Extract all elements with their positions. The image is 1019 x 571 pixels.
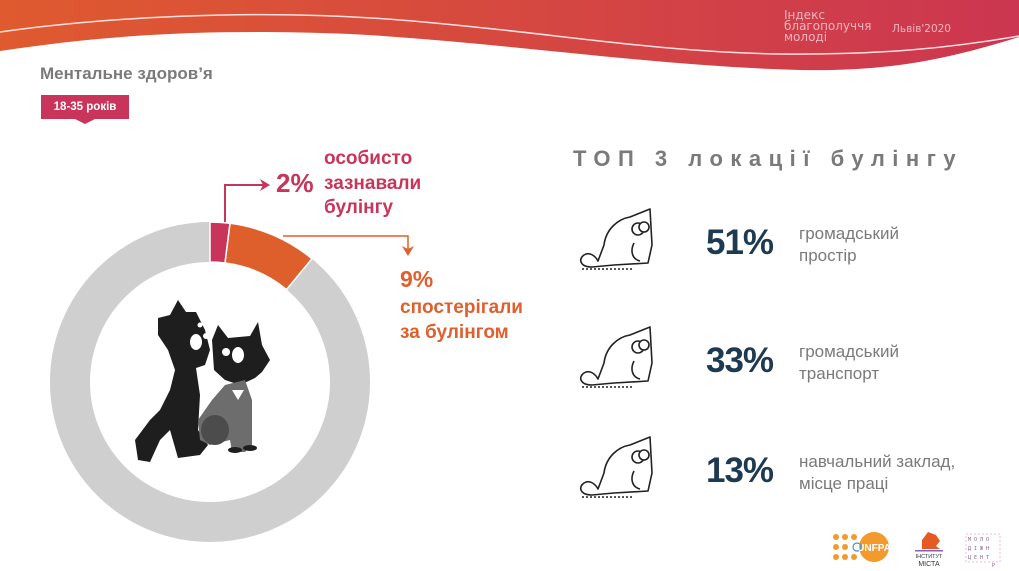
location-label-line-1: навчальний заклад,: [799, 452, 956, 471]
location-label: громадський транспорт: [799, 341, 899, 385]
location-pct: 51%: [706, 223, 774, 262]
two-black-cats-illustration: [135, 300, 270, 462]
cat-icon: [579, 208, 653, 270]
youth-center-logo: М О Л О Д І Ж Н Ц Е Н Т Р: [965, 533, 1001, 569]
location-label-line-1: громадський: [799, 224, 899, 243]
personal-bullying-label: особисто зазнавали булінгу: [324, 147, 421, 221]
brand-line-2: благополуччя: [784, 19, 872, 33]
personal-label-line-1: особисто: [324, 148, 413, 169]
svg-text:МІСТА: МІСТА: [918, 561, 940, 568]
svg-text:ІНСТИТУТ: ІНСТИТУТ: [916, 554, 943, 560]
cat-icon: [579, 326, 653, 388]
location-label-line-1: громадський: [799, 342, 899, 361]
personal-label-line-2: зазнавали: [324, 172, 422, 194]
location-label-line-2: місце праці: [799, 474, 889, 493]
brand-title: Індекс благополуччя молоді: [784, 8, 872, 44]
donut-observed-segment: [224, 222, 314, 291]
location-row: 51% громадський простір: [570, 205, 1010, 285]
svg-text:Р: Р: [992, 563, 995, 569]
institute-of-city-logo: ІНСТИТУТ МІСТА: [915, 532, 943, 568]
observed-label-line-1: спостерігали: [400, 297, 523, 318]
location-row: 13% навчальний заклад, місце праці: [570, 433, 1010, 513]
svg-text:UNFPA: UNFPA: [857, 543, 891, 554]
age-badge: 18-35 років: [41, 95, 129, 124]
donut-rest-segment: [50, 222, 370, 542]
personal-bullying-pct: 2%: [276, 168, 314, 198]
unfpa-logo: UNFPA: [833, 532, 891, 562]
location-pct: 33%: [706, 341, 774, 380]
observed-label-line-2: за булінгом: [400, 322, 509, 343]
location-pct: 13%: [706, 451, 774, 490]
location-label: громадський простір: [799, 223, 899, 267]
location-label-line-2: транспорт: [799, 364, 880, 383]
svg-text:Д І Ж Н: Д І Ж Н: [968, 546, 989, 552]
partner-logos: UNFPA ІНСТИТУТ МІСТА М О Л О Д І Ж Н Ц Е…: [833, 532, 1001, 569]
brand-line-3: молоді: [784, 30, 828, 44]
city-year: Львів'2020: [892, 23, 951, 35]
section-title: Ментальне здоров’я: [40, 64, 213, 83]
observed-bullying-label: спостерігали за булінгом: [400, 295, 523, 345]
cat-icon: [579, 436, 653, 498]
svg-text:Ц Е Н Т: Ц Е Н Т: [968, 555, 989, 561]
top3-title: ТОП 3 локації булінгу: [573, 146, 964, 171]
header-banner: [0, 0, 1019, 71]
brand-line-1: Індекс: [784, 8, 825, 22]
personal-label-line-3: булінгу: [324, 197, 394, 218]
svg-text:М О Л О: М О Л О: [968, 537, 989, 543]
donut-chart: [50, 179, 414, 542]
location-label: навчальний заклад, місце праці: [799, 451, 955, 495]
location-label-line-2: простір: [799, 246, 857, 265]
observed-bullying-pct: 9%: [400, 266, 434, 292]
location-row: 33% громадський транспорт: [570, 323, 1010, 403]
